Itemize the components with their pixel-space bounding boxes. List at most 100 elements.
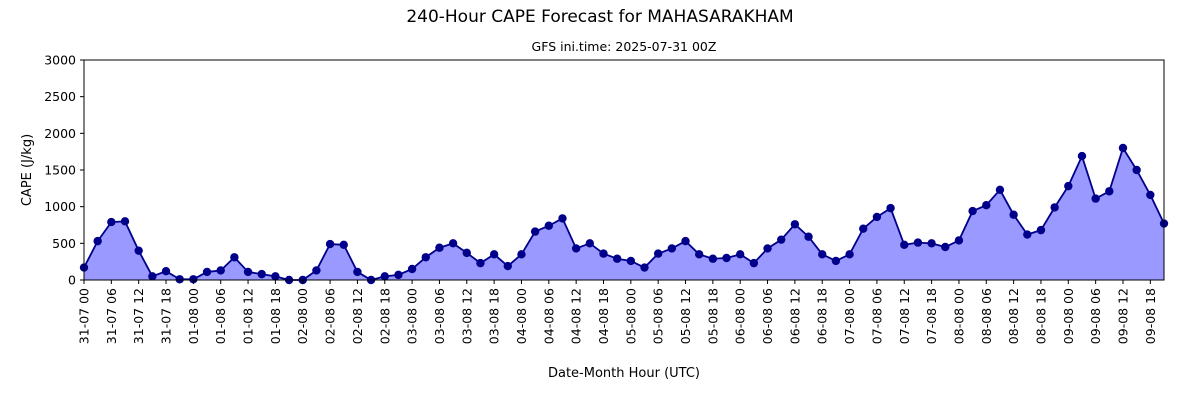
cape-point-22 xyxy=(380,272,389,281)
x-tick-label-19: 04-08 18 xyxy=(596,288,611,344)
x-tick-label-4: 01-08 00 xyxy=(186,288,201,344)
cape-point-32 xyxy=(517,250,526,259)
cape-point-59 xyxy=(886,203,895,213)
cape-point-8 xyxy=(189,275,198,284)
y-tick-label-2500: 2500 xyxy=(44,89,76,104)
x-tick-label-8: 02-08 00 xyxy=(295,288,310,344)
x-tick-label-24: 06-08 00 xyxy=(733,288,748,344)
x-tick-label-2: 31-07 12 xyxy=(131,288,146,344)
cape-point-76 xyxy=(1118,143,1128,153)
cape-point-45 xyxy=(694,250,704,259)
cape-point-43 xyxy=(667,244,677,253)
x-tick-label-36: 09-08 00 xyxy=(1061,288,1076,344)
x-tick-label-14: 03-08 12 xyxy=(459,288,474,344)
cape-point-73 xyxy=(1077,151,1087,161)
cape-point-51 xyxy=(777,235,786,244)
x-tick-label-37: 09-08 06 xyxy=(1088,288,1103,344)
cape-point-61 xyxy=(913,238,923,247)
x-tick-label-13: 03-08 06 xyxy=(432,288,447,344)
chart-subtitle: GFS ini.time: 2025-07-31 00Z xyxy=(532,39,717,54)
cape-point-71 xyxy=(1050,203,1059,212)
x-tick-label-31: 07-08 18 xyxy=(924,288,939,344)
cape-point-74 xyxy=(1091,194,1100,203)
x-tick-label-26: 06-08 12 xyxy=(787,288,802,344)
y-tick-label-2000: 2000 xyxy=(44,126,76,141)
x-tick-label-33: 08-08 06 xyxy=(979,288,994,344)
cape-point-70 xyxy=(1036,225,1046,235)
x-tick-label-0: 31-07 00 xyxy=(77,288,92,344)
x-tick-label-3: 31-07 18 xyxy=(159,288,174,344)
cape-point-52 xyxy=(790,220,800,229)
cape-point-38 xyxy=(599,249,608,258)
cape-point-56 xyxy=(845,250,854,259)
cape-point-31 xyxy=(503,261,512,271)
x-tick-label-9: 02-08 06 xyxy=(323,288,338,344)
cape-point-28 xyxy=(462,248,471,258)
cape-point-34 xyxy=(544,221,554,230)
cape-point-65 xyxy=(968,206,977,216)
cape-point-11 xyxy=(230,253,239,262)
cape-point-7 xyxy=(175,275,184,284)
x-tick-label-27: 06-08 18 xyxy=(815,288,830,344)
x-tick-label-18: 04-08 12 xyxy=(569,288,584,344)
x-tick-label-16: 04-08 00 xyxy=(514,288,529,344)
cape-point-6 xyxy=(161,267,171,276)
cape-point-10 xyxy=(216,266,225,275)
cape-point-17 xyxy=(312,266,321,275)
y-tick-label-500: 500 xyxy=(52,236,76,251)
cape-point-20 xyxy=(353,267,362,277)
cape-point-53 xyxy=(804,232,813,241)
cape-point-12 xyxy=(243,267,253,277)
cape-point-54 xyxy=(818,250,827,259)
x-tick-label-39: 09-08 18 xyxy=(1143,288,1158,344)
chart-title: 240-Hour CAPE Forecast for MAHASARAKHAM xyxy=(406,7,793,27)
area-layer xyxy=(83,145,1165,281)
cape-point-50 xyxy=(763,244,772,253)
cape-point-23 xyxy=(394,270,403,280)
cape-point-72 xyxy=(1064,181,1073,191)
cape-point-24 xyxy=(407,264,417,274)
x-axis-label: Date-Month Hour (UTC) xyxy=(548,366,700,381)
cape-point-2 xyxy=(107,217,116,227)
cape-point-60 xyxy=(900,240,909,249)
x-tick-label-23: 05-08 18 xyxy=(705,288,720,344)
cape-point-42 xyxy=(653,249,663,258)
x-tick-label-35: 08-08 18 xyxy=(1033,288,1048,344)
y-tick-label-1000: 1000 xyxy=(44,199,76,214)
cape-point-44 xyxy=(681,236,690,246)
x-tick-label-29: 07-08 06 xyxy=(869,288,884,344)
cape-point-25 xyxy=(421,253,430,262)
cape-point-9 xyxy=(202,267,212,277)
cape-point-4 xyxy=(134,246,143,255)
x-tick-label-25: 06-08 06 xyxy=(760,288,775,344)
x-tick-label-10: 02-08 12 xyxy=(350,288,365,344)
x-tick-label-32: 08-08 00 xyxy=(951,288,966,344)
cape-point-39 xyxy=(612,254,622,263)
cape-point-1 xyxy=(93,236,102,246)
x-tick-label-22: 05-08 12 xyxy=(678,288,693,344)
x-tick-label-6: 01-08 12 xyxy=(241,288,256,344)
y-tick-label-1500: 1500 xyxy=(44,163,76,178)
x-tick-label-17: 04-08 06 xyxy=(541,288,556,344)
cape-point-35 xyxy=(558,214,567,223)
cape-point-63 xyxy=(941,242,950,252)
x-tick-label-15: 03-08 18 xyxy=(487,288,502,344)
x-tick-label-7: 01-08 18 xyxy=(268,288,283,344)
cape-point-36 xyxy=(571,244,581,253)
cape-point-75 xyxy=(1105,187,1114,196)
x-tick-label-30: 07-08 12 xyxy=(897,288,912,344)
cape-point-49 xyxy=(749,258,759,268)
x-tick-label-5: 01-08 06 xyxy=(213,288,228,344)
x-tick-label-11: 02-08 18 xyxy=(377,288,392,344)
x-tick-label-12: 03-08 00 xyxy=(405,288,420,344)
cape-point-13 xyxy=(257,269,266,279)
cape-point-78 xyxy=(1146,190,1155,200)
axes-layer: 0 500 1000 1500 2000 2500 3000 31-07 00 31-07 06… xyxy=(44,53,1165,344)
x-tick-label-28: 07-08 00 xyxy=(842,288,857,344)
x-tick-label-1: 31-07 06 xyxy=(104,288,119,344)
cape-point-67 xyxy=(995,185,1005,194)
cape-point-47 xyxy=(722,253,731,263)
cape-point-77 xyxy=(1132,165,1141,175)
